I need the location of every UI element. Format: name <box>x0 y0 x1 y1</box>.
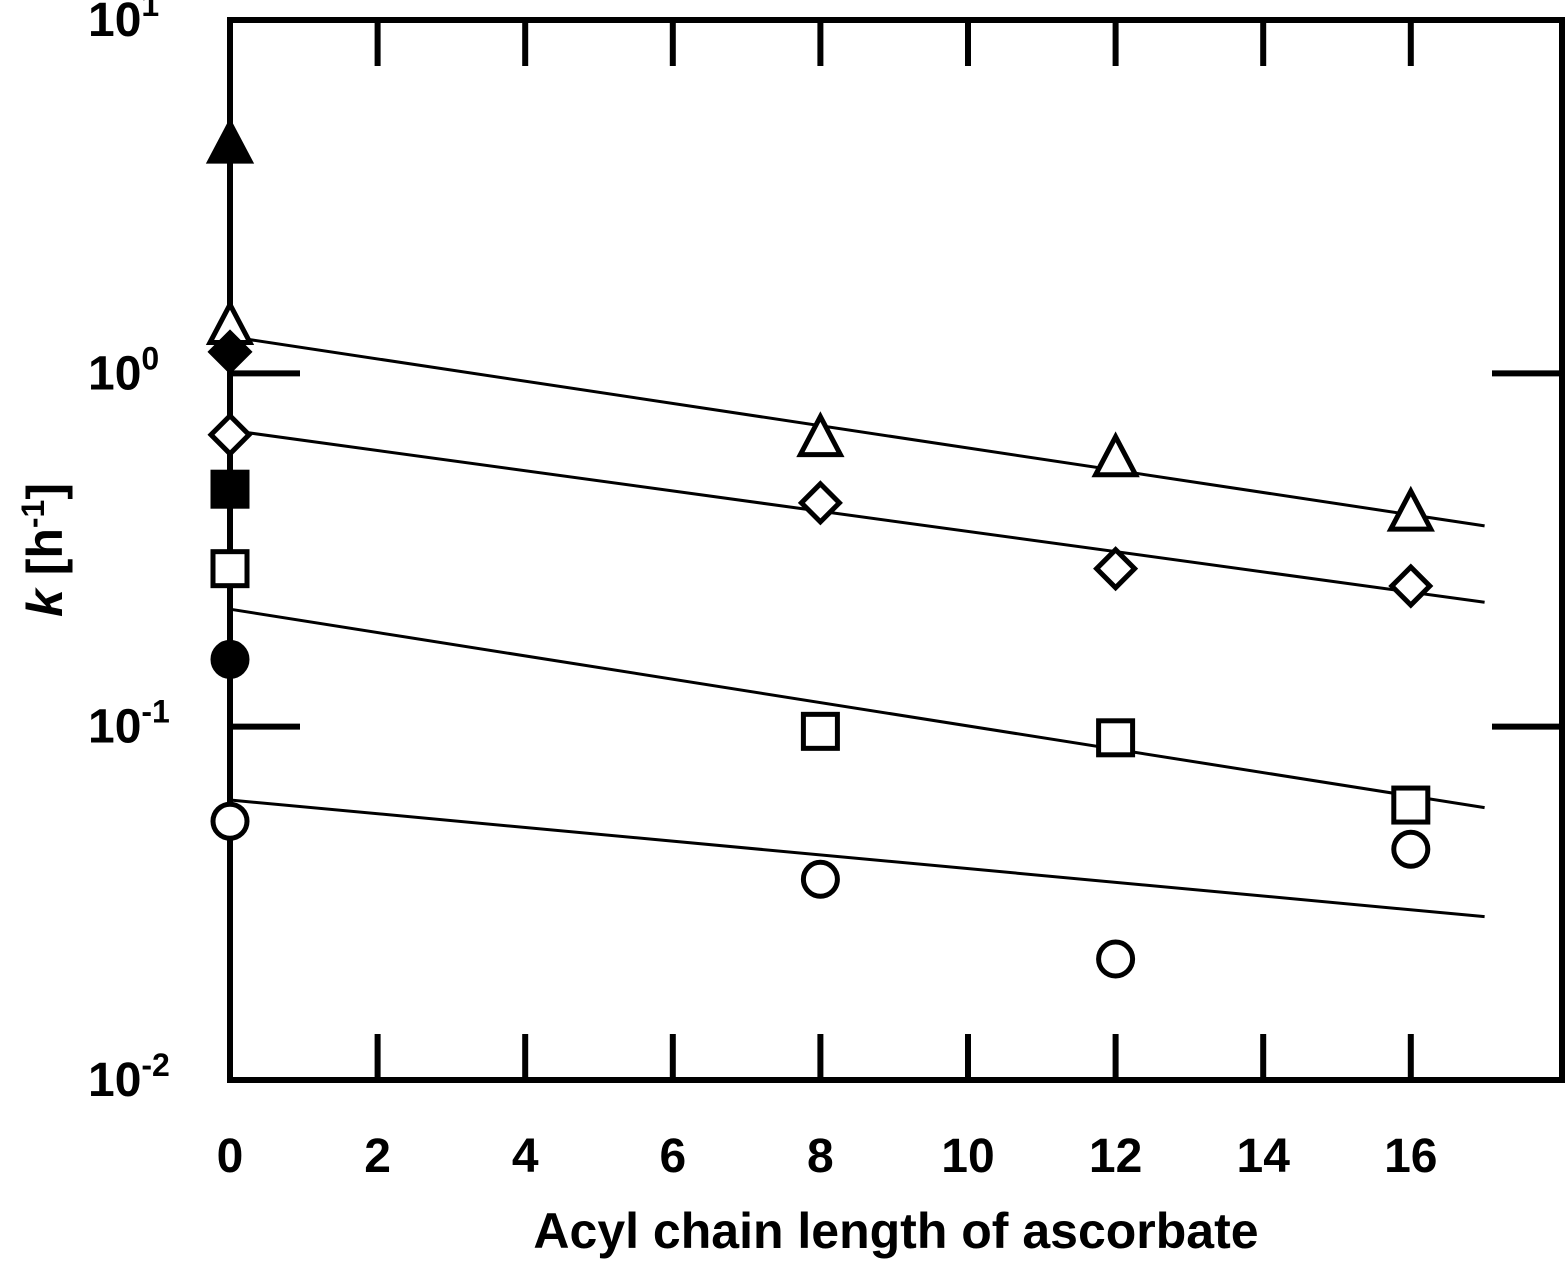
open-diamond-marker <box>1388 563 1434 609</box>
y-tick-label: 10-2 <box>88 1047 170 1107</box>
y-axis-title-unit: [h <box>17 528 73 589</box>
open-square-marker <box>800 711 840 751</box>
x-tick-label: 6 <box>659 1130 686 1183</box>
y-tick-label-exponent: -1 <box>141 694 169 730</box>
open-triangle-marker <box>1386 485 1435 532</box>
y-tick-label: 10-1 <box>88 694 170 754</box>
open-diamond-marker <box>1093 546 1139 592</box>
open-square-marker <box>1096 718 1136 758</box>
x-tick-labels: 0 2 4 6 8 10 12 14 16 <box>217 1130 1438 1183</box>
y-tick-label: 101 <box>88 0 159 47</box>
filled-circle-marker <box>210 639 250 679</box>
x-tick-label: 2 <box>364 1130 391 1183</box>
open-circle-marker <box>210 801 250 841</box>
open-diamond-marker <box>207 412 253 458</box>
fit-lines <box>229 335 1485 919</box>
y-axis-title-close: ] <box>17 483 73 500</box>
open-circle-marker <box>1391 829 1431 869</box>
y-tick-label-exponent: 0 <box>141 340 159 376</box>
x-axis-title: Acyl chain length of ascorbate <box>533 1203 1258 1259</box>
x-tick-label: 0 <box>217 1130 244 1183</box>
x-tick-label: 8 <box>807 1130 834 1183</box>
filled-diamond-marker <box>207 329 253 375</box>
open-triangle-marker <box>1091 431 1140 478</box>
x-tick-label: 4 <box>512 1130 539 1183</box>
open-square-marker <box>1391 785 1431 825</box>
fit-line-3 <box>229 607 1485 810</box>
y-tick-label-base: 10 <box>88 1054 141 1107</box>
filled-triangle-marker <box>205 117 255 164</box>
y-tick-label-base: 10 <box>88 0 141 47</box>
y-tick-label-exponent: 1 <box>141 0 159 23</box>
y-tick-label: 100 <box>88 340 159 400</box>
open-circle-marker <box>800 859 840 899</box>
y-tick-label-exponent: -2 <box>141 1047 169 1083</box>
fit-line-2 <box>229 428 1485 604</box>
open-diamond-marker <box>797 480 843 526</box>
data-markers <box>205 117 1435 979</box>
y-tick-label-base: 10 <box>88 701 141 754</box>
y-axis-title: k [h-1] <box>15 483 73 617</box>
y-axis-title-exponent: -1 <box>15 500 51 528</box>
open-circle-marker <box>1096 939 1136 979</box>
open-square-marker <box>210 549 250 589</box>
filled-square-marker <box>210 469 250 509</box>
y-tick-label-base: 10 <box>88 347 141 400</box>
y-axis-title-symbol: k <box>17 587 73 617</box>
plot-frame <box>227 17 1565 1083</box>
x-tick-label: 16 <box>1384 1130 1437 1183</box>
x-tick-label: 10 <box>941 1130 994 1183</box>
x-tick-label: 14 <box>1237 1130 1291 1183</box>
fit-line-1 <box>229 335 1485 528</box>
fit-line-4 <box>229 798 1485 919</box>
open-triangle-marker <box>796 411 845 458</box>
x-tick-label: 12 <box>1089 1130 1142 1183</box>
axis-ticks <box>230 20 1562 1080</box>
